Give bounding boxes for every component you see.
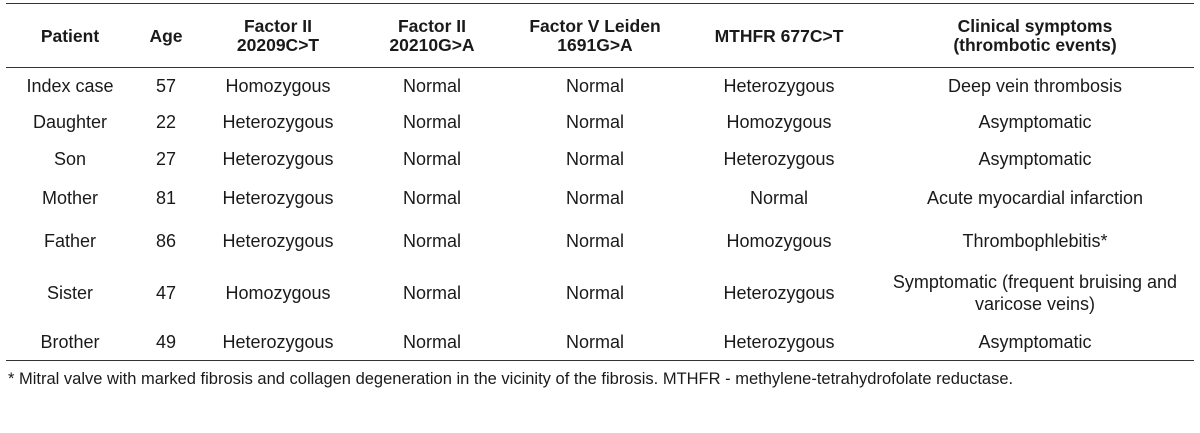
table-cell: Daughter: [32, 111, 108, 132]
header-rule: [6, 67, 1194, 68]
table-cell: Heterozygous: [222, 230, 334, 251]
table-cell: Heterozygous: [723, 75, 835, 96]
header-cell: Factor II 20209C>T: [200, 6, 356, 66]
footnote: * Mitral valve with marked fibrosis and …: [8, 370, 1014, 388]
table-cell: Heterozygous: [222, 188, 334, 208]
table-cell: Symptomatic (frequent bruising and varic…: [892, 272, 1178, 314]
table-cell: 81: [155, 188, 177, 208]
table-cell: Homozygous: [726, 230, 832, 251]
header-cell: Age: [132, 6, 200, 66]
table-cell: Brother: [40, 331, 100, 352]
table-cell: Normal: [565, 111, 624, 132]
table-cell: Son: [53, 149, 87, 169]
table-cell: Normal: [565, 230, 624, 251]
table-cell: Normal: [402, 188, 461, 208]
table-cell: Heterozygous: [723, 283, 835, 303]
header-line: 20209C>T: [236, 35, 320, 55]
top-rule: [6, 3, 1194, 4]
table-cell: Homozygous: [726, 111, 832, 132]
table-cell: 86: [155, 230, 177, 251]
header-cell: Factor V Leiden 1691G>A: [508, 6, 682, 66]
table-cell: Asymptomatic: [978, 331, 1092, 352]
bottom-rule: [6, 360, 1194, 361]
table-cell: Sister: [46, 283, 93, 303]
header-line: Clinical symptoms: [957, 16, 1113, 36]
header-cell: Factor II 20210G>A: [356, 6, 508, 66]
table-cell: 22: [155, 111, 177, 132]
table-cell: Heterozygous: [723, 149, 835, 169]
header-cell: MTHFR 677C>T: [682, 6, 876, 66]
header-line: MTHFR 677C>T: [714, 25, 844, 46]
table-cell: Father: [43, 230, 97, 251]
table-cell: Normal: [565, 75, 624, 96]
table-cell: Thrombophlebitis*: [962, 230, 1108, 251]
table-cell: Normal: [749, 188, 808, 208]
table-cell: Heterozygous: [222, 149, 334, 169]
table-cell: Normal: [402, 331, 461, 352]
header-cell: Clinical symptoms (thrombotic events): [876, 6, 1194, 66]
table-cell: Heterozygous: [222, 111, 334, 132]
table-cell: 57: [155, 75, 177, 96]
table-cell: Normal: [565, 149, 624, 169]
header-line: (thrombotic events): [953, 35, 1117, 55]
table-cell: Normal: [402, 283, 461, 303]
table-cell: Normal: [565, 331, 624, 352]
table-cell: Homozygous: [225, 283, 331, 303]
table-cell: Normal: [402, 111, 461, 132]
header-line: Factor II: [243, 16, 313, 36]
header-line: Age: [149, 25, 183, 46]
table-cell: Acute myocardial infarction: [926, 188, 1144, 208]
table-cell: Deep vein thrombosis: [947, 75, 1123, 96]
table-cell: 49: [155, 331, 177, 352]
header-cell: Patient: [8, 6, 132, 66]
table-cell: Homozygous: [225, 75, 331, 96]
table-cell: Normal: [565, 283, 624, 303]
header-line: Factor II: [397, 16, 467, 36]
header-line: Factor V Leiden: [529, 16, 661, 36]
table-cell: Normal: [402, 75, 461, 96]
table-cell: Normal: [402, 230, 461, 251]
table-cell: Heterozygous: [723, 331, 835, 352]
table-cell: Asymptomatic: [978, 149, 1092, 169]
table-cell: Asymptomatic: [978, 111, 1092, 132]
header-line: Patient: [40, 25, 100, 46]
header-line: 1691G>A: [557, 35, 633, 55]
table-cell: Normal: [565, 188, 624, 208]
table-cell: 47: [155, 283, 177, 303]
table-cell: 27: [155, 149, 177, 169]
table-cell: Heterozygous: [222, 331, 334, 352]
table-cell: Index case: [26, 75, 114, 96]
table-cell: Mother: [41, 188, 99, 208]
header-line: 20210G>A: [389, 35, 475, 55]
table-cell: Normal: [402, 149, 461, 169]
